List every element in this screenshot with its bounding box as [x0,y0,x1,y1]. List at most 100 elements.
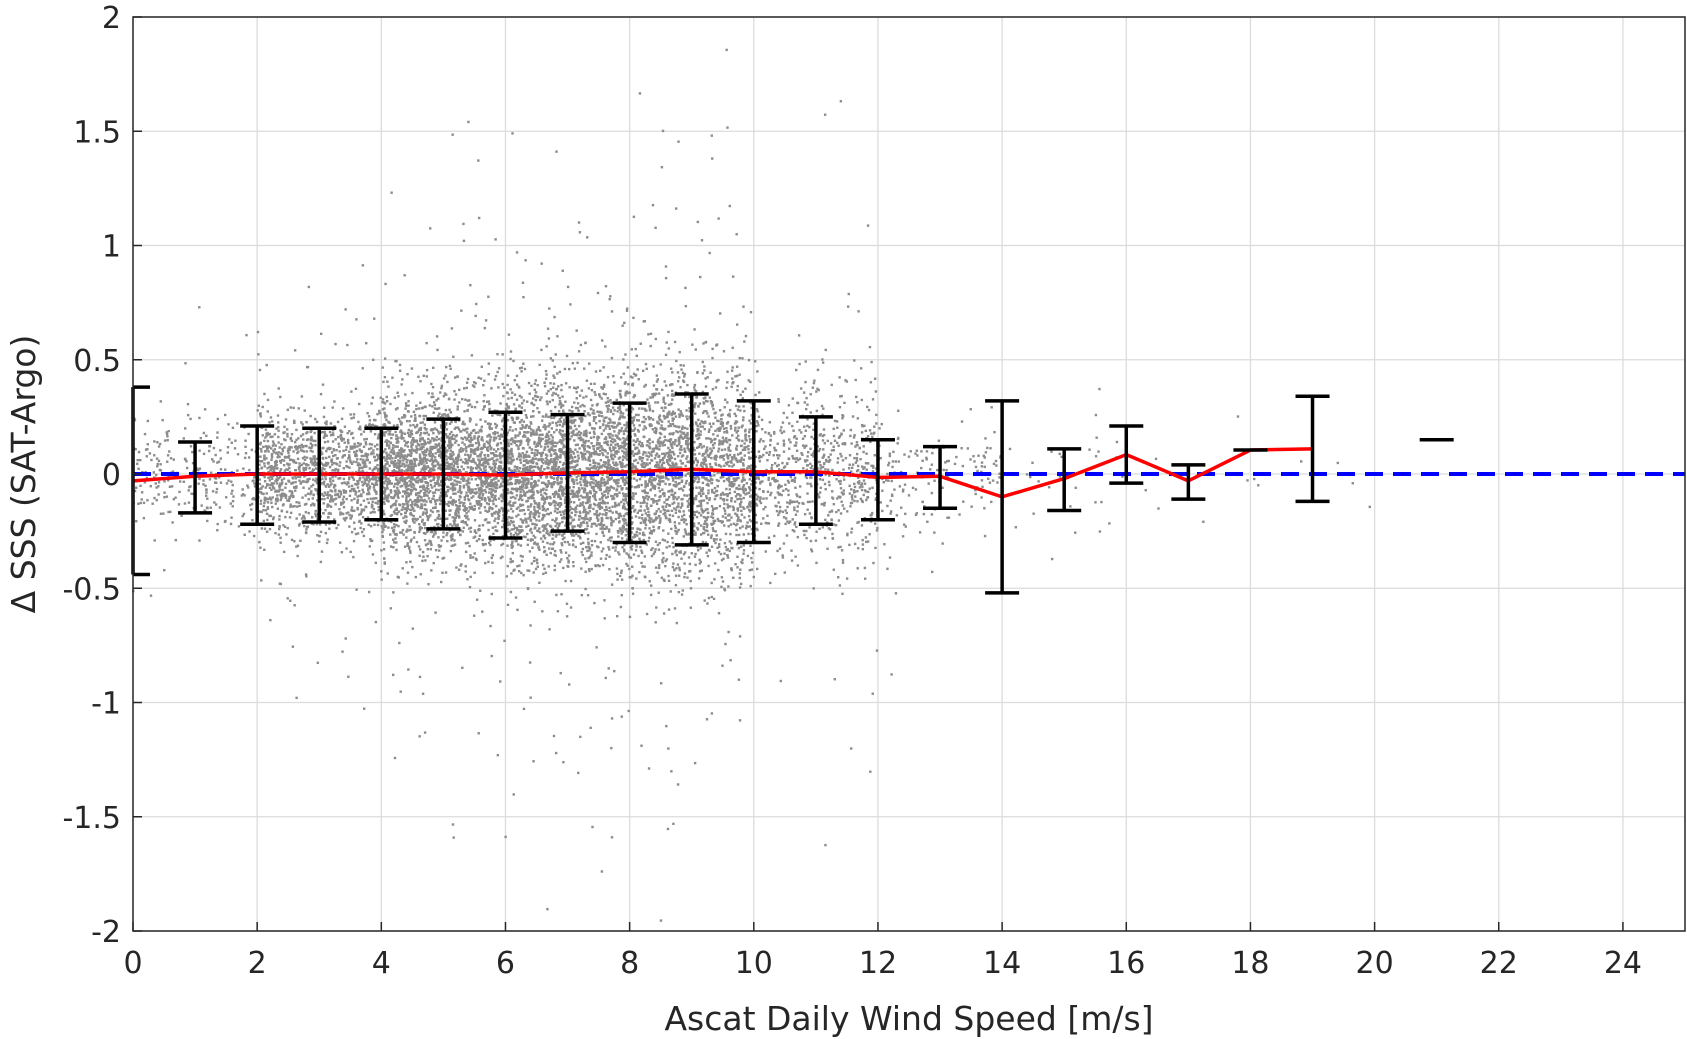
scatter-point [511,510,515,513]
scatter-point [266,518,269,522]
scatter-point [473,504,476,508]
scatter-point [243,533,246,536]
scatter-point [371,553,375,556]
scatter-point [423,507,427,511]
scatter-point [429,227,432,230]
scatter-point [280,509,283,512]
scatter-point [551,393,554,397]
scatter-point [476,436,480,440]
scatter-point [494,494,497,498]
scatter-point [266,507,270,510]
scatter-point [437,522,440,526]
scatter-point [370,506,374,509]
scatter-point [289,599,292,602]
scatter-point [321,512,325,515]
scatter-point [586,549,589,553]
scatter-point [500,525,504,529]
scatter-point [278,459,282,463]
scatter-point [500,428,503,431]
scatter-point [350,499,353,502]
scatter-point [600,386,603,389]
scatter-point [441,413,444,417]
scatter-point [404,499,408,503]
scatter-point [388,444,391,447]
scatter-point [487,471,490,475]
scatter-point [384,430,388,434]
scatter-point [263,475,266,479]
scatter-point [557,409,561,413]
scatter-point [410,444,413,447]
scatter-point [265,363,268,367]
scatter-point [580,389,584,392]
scatter-point [376,502,379,505]
scatter-point [402,413,406,417]
scatter-point [587,387,591,390]
scatter-point [453,483,456,487]
scatter-point [320,450,323,454]
scatter-point [392,461,395,464]
scatter-point [426,484,429,487]
scatter-point [449,496,452,499]
scatter-point [412,457,416,461]
scatter-point [404,511,408,514]
scatter-point [142,501,146,505]
scatter-point [387,453,391,456]
scatter-point [293,421,296,425]
scatter-point [485,440,489,443]
scatter-point [395,437,398,441]
scatter-point [455,566,458,569]
scatter-point [421,692,425,695]
scatter-point [385,414,388,418]
scatter-point [553,495,556,498]
scatter-point [397,455,401,458]
scatter-point [242,512,246,516]
scatter-point [497,367,501,370]
scatter-point [413,521,416,524]
scatter-point [491,457,494,460]
scatter-point [417,463,420,467]
scatter-point [278,514,281,518]
scatter-point [589,452,592,455]
scatter-point [411,478,414,481]
scatter-point [424,532,427,535]
scatter-point [546,541,549,545]
scatter-point [268,432,271,436]
scatter-point [367,483,370,486]
scatter-point [590,477,593,480]
scatter-point [458,501,462,504]
scatter-point [622,437,625,440]
scatter-point [260,487,263,490]
scatter-point [600,550,604,553]
scatter-point [418,523,421,526]
scatter-point [434,530,437,533]
scatter-point [479,463,482,467]
scatter-point [601,473,604,476]
scatter-point [496,753,500,757]
scatter-point [294,461,298,464]
scatter-point [605,527,608,530]
scatter-point [486,485,489,488]
scatter-point [366,475,369,479]
scatter-point [410,415,413,418]
scatter-point [280,482,283,486]
scatter-point [533,499,536,503]
scatter-point [211,490,215,493]
scatter-point [618,417,621,421]
scatter-point [216,461,219,464]
scatter-point [610,356,614,360]
scatter-point [434,503,438,506]
scatter-point [590,407,593,411]
scatter-point [407,400,410,403]
scatter-point [394,537,397,540]
scatter-point [409,450,412,453]
scatter-point [558,396,561,400]
scatter-point [343,519,347,522]
scatter-point [449,441,452,444]
scatter-point [552,734,556,738]
scatter-point [490,466,494,469]
scatter-point [276,498,279,501]
scatter-point [524,426,527,430]
scatter-point [590,388,594,392]
scatter-point [593,390,596,394]
scatter-point [483,445,486,448]
